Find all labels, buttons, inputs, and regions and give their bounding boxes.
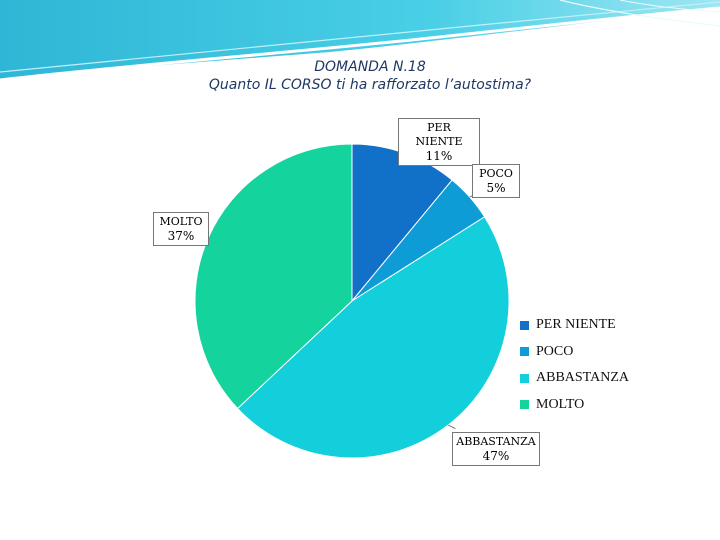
chart-title-line2: Quanto IL CORSO ti ha rafforzato l’autos… — [208, 77, 532, 93]
leader-line — [448, 424, 456, 430]
data-label-molto: MOLTO 37% — [153, 212, 209, 246]
legend-item: PER NIENTE — [520, 312, 629, 339]
legend-label: ABBASTANZA — [536, 370, 629, 386]
data-label-value: 37% — [167, 229, 195, 243]
legend-item: ABBASTANZA — [520, 365, 629, 392]
data-label-value: 47% — [482, 449, 510, 463]
data-label-value: 11% — [425, 149, 453, 163]
legend-label: POCO — [536, 343, 574, 359]
legend-label: MOLTO — [536, 396, 585, 412]
data-label-category: MOLTO — [159, 215, 203, 228]
data-label-category: PER NIENTE — [415, 121, 463, 148]
legend-label: PER NIENTE — [536, 317, 616, 333]
data-label-value: 5% — [486, 181, 506, 195]
data-label-poco: POCO 5% — [472, 164, 520, 198]
pie-slice-abbastanza — [236, 216, 510, 459]
data-label-category: ABBASTANZA — [456, 435, 536, 448]
legend-item: MOLTO — [520, 392, 629, 419]
legend-swatch — [520, 347, 529, 357]
data-label-abbastanza: ABBASTANZA 47% — [452, 432, 540, 466]
legend-item: POCO — [520, 339, 629, 366]
legend-swatch — [520, 373, 529, 383]
data-label-category: POCO — [479, 167, 513, 180]
legend-swatch — [520, 320, 529, 330]
data-label-per-niente: PER NIENTE 11% — [398, 118, 480, 166]
chart-title: DOMANDA N.18 Quanto IL CORSO ti ha raffo… — [0, 58, 720, 94]
chart-title-line1: DOMANDA N.18 — [314, 59, 426, 75]
chart-legend: PER NIENTE POCO ABBASTANZA MOLTO — [520, 312, 629, 418]
legend-swatch — [520, 400, 529, 410]
